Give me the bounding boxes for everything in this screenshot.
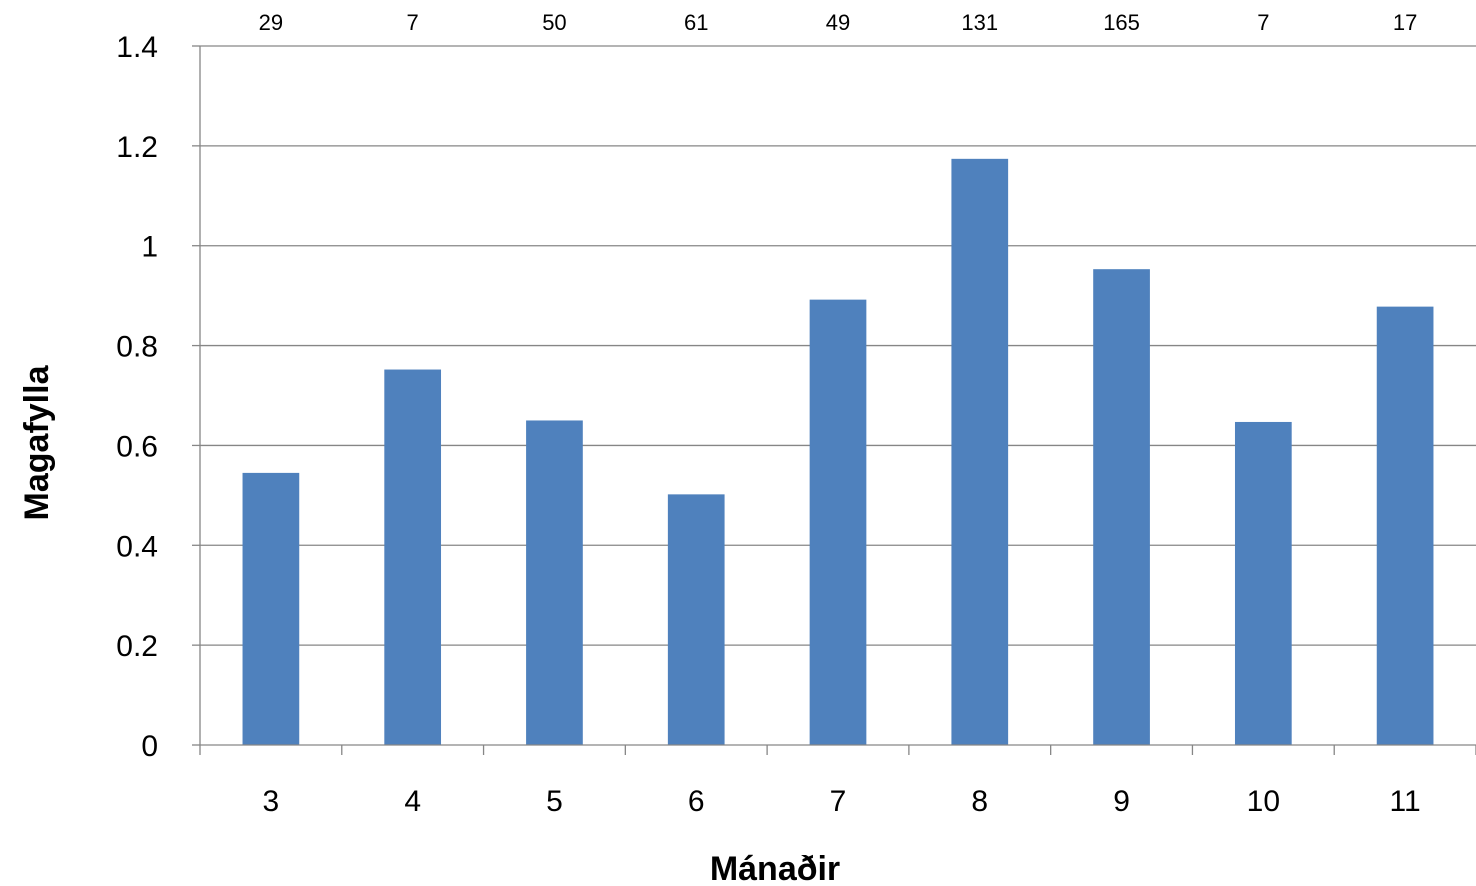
bar-month-7 <box>809 299 867 745</box>
y-tick-label: 1.4 <box>116 31 158 64</box>
y-tick-label: 1 <box>141 231 158 264</box>
bar-month-4 <box>384 369 442 745</box>
bar-month-9 <box>1093 269 1150 745</box>
x-tick-label: 7 <box>830 785 847 818</box>
bar-month-6 <box>667 494 725 745</box>
bars <box>242 158 1434 746</box>
y-tick-label: 0.6 <box>116 430 158 463</box>
count-label: 7 <box>407 10 419 35</box>
count-label: 29 <box>259 10 283 35</box>
sample-count-labels: 29 7 50 61 49 131 165 7 17 <box>259 10 1418 35</box>
count-label: 17 <box>1393 10 1417 35</box>
y-tick-label: 0.8 <box>116 331 158 364</box>
y-axis-title: Magafylla <box>18 364 56 520</box>
x-tick-label: 4 <box>404 785 421 818</box>
bar-month-5 <box>526 420 583 745</box>
x-tick-label: 6 <box>688 785 705 818</box>
count-label: 131 <box>961 10 998 35</box>
x-tick-label: 3 <box>263 785 280 818</box>
y-tick-label: 0.4 <box>116 530 158 563</box>
y-tick-label: 1.2 <box>116 131 158 164</box>
y-tick-label: 0 <box>141 730 158 763</box>
bar-month-3 <box>242 472 300 745</box>
count-label: 50 <box>542 10 566 35</box>
count-label: 49 <box>826 10 850 35</box>
x-tick-label: 10 <box>1247 785 1280 818</box>
x-axis-title: Mánaðir <box>710 850 840 886</box>
y-tick-labels: 0 0.2 0.4 0.6 0.8 1 1.2 1.4 <box>116 31 158 763</box>
x-tick-label: 8 <box>971 785 988 818</box>
axes <box>192 45 1476 755</box>
count-label: 7 <box>1257 10 1269 35</box>
x-tick-label: 11 <box>1390 785 1421 818</box>
count-label: 61 <box>684 10 708 35</box>
bar-month-10 <box>1234 421 1292 745</box>
x-tick-label: 5 <box>546 785 563 818</box>
x-tick-labels: 3 4 5 6 7 8 9 10 11 <box>263 785 1421 818</box>
y-tick-label: 0.2 <box>116 630 158 663</box>
x-tick-label: 9 <box>1113 785 1130 818</box>
count-label: 165 <box>1103 10 1140 35</box>
bar-month-8 <box>951 158 1009 746</box>
bar-month-11 <box>1376 306 1434 745</box>
